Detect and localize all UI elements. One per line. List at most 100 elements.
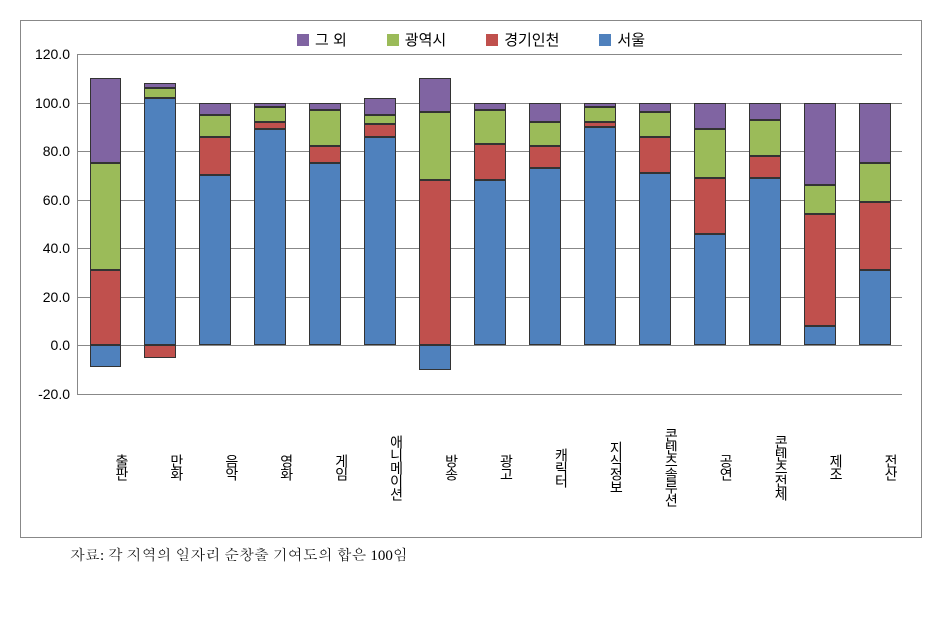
x-tick-label: 지식정보 (571, 405, 626, 527)
legend-item: 경기인천 (486, 29, 559, 50)
bar-stack (639, 54, 671, 394)
bar-segment-other (474, 103, 506, 110)
bar-segment-metro (749, 120, 781, 156)
bar-segment-seoul (309, 163, 341, 345)
x-tick-label: 콘텐츠전체 (736, 405, 791, 527)
bar-slot (243, 54, 298, 394)
chart-container: 그 외광역시경기인천서울 -20.00.020.040.060.080.0100… (20, 20, 922, 538)
bar-stack (364, 54, 396, 394)
bar-segment-seoul (584, 127, 616, 346)
bar-slot (518, 54, 573, 394)
bar-slot (353, 54, 408, 394)
bar-segment-gyeonggi (364, 124, 396, 136)
bar-slot (408, 54, 463, 394)
bar-segment-seoul (144, 98, 176, 346)
bar-segment-metro (529, 122, 561, 146)
bar-segment-gyeonggi (529, 146, 561, 168)
bar-segment-seoul (694, 234, 726, 346)
x-tick-label: 광고 (462, 405, 517, 527)
bar-slot (737, 54, 792, 394)
bar-slot (298, 54, 353, 394)
bar-stack (694, 54, 726, 394)
legend-item: 서울 (599, 29, 645, 50)
x-tick-label: 게임 (297, 405, 352, 527)
bar-segment-metro (859, 163, 891, 202)
x-tick-label: 출판 (77, 405, 132, 527)
y-tick-label: 40.0 (43, 240, 78, 256)
bar-stack (474, 54, 506, 394)
bar-stack (199, 54, 231, 394)
legend-swatch (599, 34, 611, 46)
legend-swatch (387, 34, 399, 46)
bar-slot (682, 54, 737, 394)
bar-segment-other (529, 103, 561, 122)
bar-segment-gyeonggi (804, 214, 836, 326)
bar-segment-seoul (90, 345, 122, 367)
bar-stack (749, 54, 781, 394)
bar-segment-other (859, 103, 891, 164)
x-tick-label: 음악 (187, 405, 242, 527)
bar-segment-metro (639, 112, 671, 136)
bar-slot (78, 54, 133, 394)
legend-label: 경기인천 (504, 29, 559, 50)
bar-stack (144, 54, 176, 394)
legend-swatch (486, 34, 498, 46)
bar-segment-other (694, 103, 726, 130)
bar-slot (792, 54, 847, 394)
y-tick-label: 100.0 (35, 95, 78, 111)
bar-stack (419, 54, 451, 394)
legend: 그 외 광역시 경기인천 서울 (21, 21, 921, 54)
bar-segment-other (254, 103, 286, 108)
bar-segment-gyeonggi (144, 345, 176, 357)
bar-slot (133, 54, 188, 394)
bar-segment-other (309, 103, 341, 110)
bar-segment-gyeonggi (584, 122, 616, 127)
bar-stack (529, 54, 561, 394)
bar-slot (188, 54, 243, 394)
bar-segment-metro (364, 115, 396, 125)
bar-segment-seoul (749, 178, 781, 346)
bar-segment-gyeonggi (419, 180, 451, 345)
bar-segment-seoul (859, 270, 891, 345)
plot-area: -20.00.020.040.060.080.0100.0120.0 (77, 54, 901, 395)
y-tick-label: -20.0 (38, 386, 78, 402)
bar-segment-metro (419, 112, 451, 180)
bar-segment-seoul (639, 173, 671, 345)
legend-label: 광역시 (405, 29, 446, 50)
bar-segment-gyeonggi (474, 144, 506, 180)
bar-segment-other (804, 103, 836, 186)
bar-segment-seoul (364, 137, 396, 346)
legend-label: 그 외 (315, 29, 347, 50)
legend-item: 광역시 (387, 29, 446, 50)
legend-item: 그 외 (297, 29, 347, 50)
y-tick-label: 120.0 (35, 46, 78, 62)
footnote: 자료: 각 지역의 일자리 순창출 기여도의 합은 100임 (70, 544, 929, 565)
bar-segment-seoul (199, 175, 231, 345)
bar-stack (804, 54, 836, 394)
bar-segment-other (199, 103, 231, 115)
bar-slot (463, 54, 518, 394)
x-tick-label: 캐릭터 (517, 405, 572, 527)
bar-segment-other (144, 83, 176, 88)
bar-segment-other (419, 78, 451, 112)
bar-segment-metro (694, 129, 726, 178)
bar-segment-seoul (804, 326, 836, 345)
y-tick-label: 20.0 (43, 289, 78, 305)
bar-stack (584, 54, 616, 394)
legend-label: 서울 (617, 29, 645, 50)
x-tick-label: 애니메이션 (352, 405, 407, 527)
x-tick-label: 제조 (791, 405, 846, 527)
bar-segment-gyeonggi (199, 137, 231, 176)
bar-slot (627, 54, 682, 394)
grid-line (78, 394, 902, 395)
bar-segment-other (749, 103, 781, 120)
bar-segment-gyeonggi (90, 270, 122, 345)
grid: -20.00.020.040.060.080.0100.0120.0 (77, 54, 902, 395)
bar-segment-seoul (474, 180, 506, 345)
bar-segment-metro (199, 115, 231, 137)
bar-segment-gyeonggi (309, 146, 341, 163)
x-tick-label: 공연 (681, 405, 736, 527)
y-tick-label: 60.0 (43, 192, 78, 208)
y-tick-label: 80.0 (43, 143, 78, 159)
y-tick-label: 0.0 (51, 337, 78, 353)
